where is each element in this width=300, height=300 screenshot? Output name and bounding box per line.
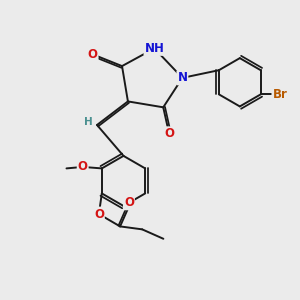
Text: H: H bbox=[84, 117, 92, 127]
Text: Br: Br bbox=[272, 88, 287, 101]
Text: O: O bbox=[164, 127, 174, 140]
Text: O: O bbox=[124, 196, 134, 209]
Text: O: O bbox=[88, 48, 98, 61]
Text: O: O bbox=[78, 160, 88, 173]
Text: NH: NH bbox=[145, 42, 164, 55]
Text: O: O bbox=[94, 208, 104, 220]
Text: N: N bbox=[177, 71, 188, 84]
